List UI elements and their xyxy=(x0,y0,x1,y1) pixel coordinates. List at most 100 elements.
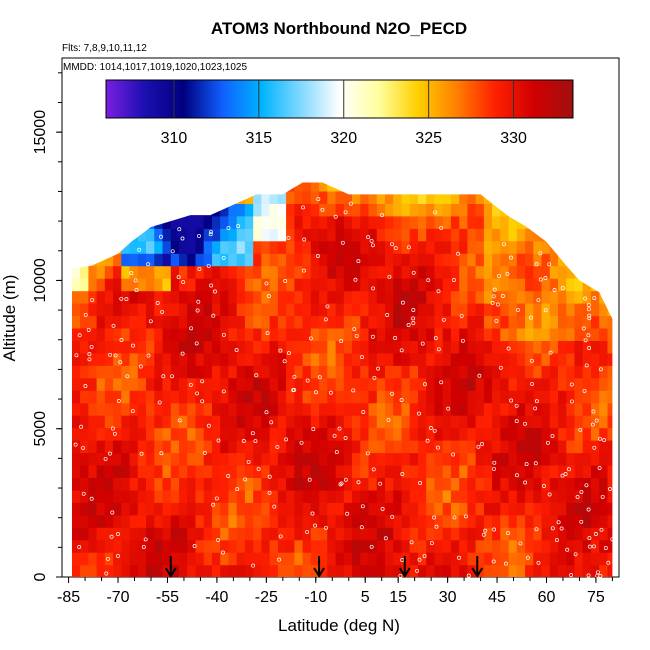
field-cell xyxy=(261,340,271,354)
data-point xyxy=(415,568,420,573)
field-cell xyxy=(533,278,543,292)
field-cell xyxy=(228,489,238,503)
field-cell xyxy=(319,452,328,466)
field-cell xyxy=(162,427,172,441)
field-cell xyxy=(574,303,584,317)
field-cell xyxy=(244,240,254,254)
field-cell xyxy=(442,527,452,541)
field-cell xyxy=(212,303,221,317)
field-cell xyxy=(368,390,378,404)
field-cell xyxy=(187,427,196,441)
field-cell xyxy=(129,240,139,254)
field-cell xyxy=(409,265,419,279)
field-cell xyxy=(533,253,543,267)
field-cell xyxy=(228,527,238,541)
field-cell xyxy=(418,477,427,491)
field-cell xyxy=(80,215,89,229)
data-point xyxy=(456,251,461,256)
field-cell xyxy=(80,564,89,577)
data-point xyxy=(560,286,565,290)
field-cell xyxy=(236,278,246,292)
field-cell xyxy=(426,377,435,391)
field-cell xyxy=(434,340,444,354)
field-cell xyxy=(88,477,98,491)
field-cell xyxy=(582,278,592,292)
data-point xyxy=(599,527,604,532)
field-cell xyxy=(343,477,353,491)
data-point xyxy=(301,205,305,210)
data-point xyxy=(480,442,484,446)
field-cell xyxy=(508,228,518,242)
data-point xyxy=(459,313,464,318)
field-cell xyxy=(277,489,287,503)
field-cell xyxy=(113,166,122,179)
field-cell xyxy=(170,352,180,366)
field-cell xyxy=(137,190,147,204)
field-cell xyxy=(104,215,114,229)
field-cell xyxy=(467,514,477,528)
field-cell xyxy=(607,464,613,478)
data-point xyxy=(250,431,255,436)
field-cell xyxy=(376,315,386,329)
field-cell xyxy=(582,440,592,454)
field-cell xyxy=(607,440,613,454)
field-cell xyxy=(80,514,89,528)
field-cell xyxy=(508,452,518,466)
field-cell xyxy=(599,489,608,503)
field-cell xyxy=(129,265,139,279)
field-cell xyxy=(376,489,386,503)
field-cell xyxy=(170,203,180,217)
data-point xyxy=(221,550,225,555)
field-cell xyxy=(228,402,238,416)
data-point xyxy=(324,525,328,530)
field-cell xyxy=(549,377,559,391)
field-cell xyxy=(401,265,411,279)
field-cell xyxy=(80,552,89,566)
field-cell xyxy=(450,489,460,503)
field-cell xyxy=(385,464,394,478)
field-cell xyxy=(203,489,213,503)
field-cell xyxy=(343,464,353,478)
data-point xyxy=(380,507,385,511)
field-cell xyxy=(475,489,485,503)
field-cell xyxy=(525,452,534,466)
field-cell xyxy=(483,352,493,366)
field-cell xyxy=(352,415,361,429)
field-cell xyxy=(302,440,312,454)
field-cell xyxy=(154,203,164,217)
data-point xyxy=(243,477,248,482)
field-cell xyxy=(261,228,271,242)
field-cell xyxy=(253,464,262,478)
field-cell xyxy=(343,402,353,416)
field-cell xyxy=(376,327,386,341)
field-cell xyxy=(459,352,468,366)
field-cell xyxy=(343,182,353,192)
field-cell xyxy=(450,215,460,229)
field-cell xyxy=(549,365,559,379)
field-cell xyxy=(203,215,213,229)
field-cell xyxy=(476,166,485,179)
field-cell xyxy=(582,552,592,566)
field-cell xyxy=(352,440,361,454)
field-cell xyxy=(574,552,584,566)
field-cell xyxy=(516,527,526,541)
field-cell xyxy=(459,166,468,179)
data-point xyxy=(134,288,139,293)
field-cell xyxy=(121,365,131,379)
y-tick-label: 5000 xyxy=(32,411,49,447)
field-cell xyxy=(269,464,279,478)
field-cell xyxy=(302,340,312,354)
field-cell xyxy=(236,215,246,229)
data-point xyxy=(380,213,384,218)
field-cell xyxy=(385,352,394,366)
field-cell xyxy=(607,415,613,429)
field-cell xyxy=(286,514,295,528)
field-cell xyxy=(591,278,600,292)
field-cell xyxy=(286,390,295,404)
field-cell xyxy=(393,390,402,404)
field-cell xyxy=(566,452,576,466)
field-cell xyxy=(327,440,337,454)
field-cell xyxy=(483,278,493,292)
field-cell xyxy=(195,440,205,454)
field-cell xyxy=(541,477,551,491)
